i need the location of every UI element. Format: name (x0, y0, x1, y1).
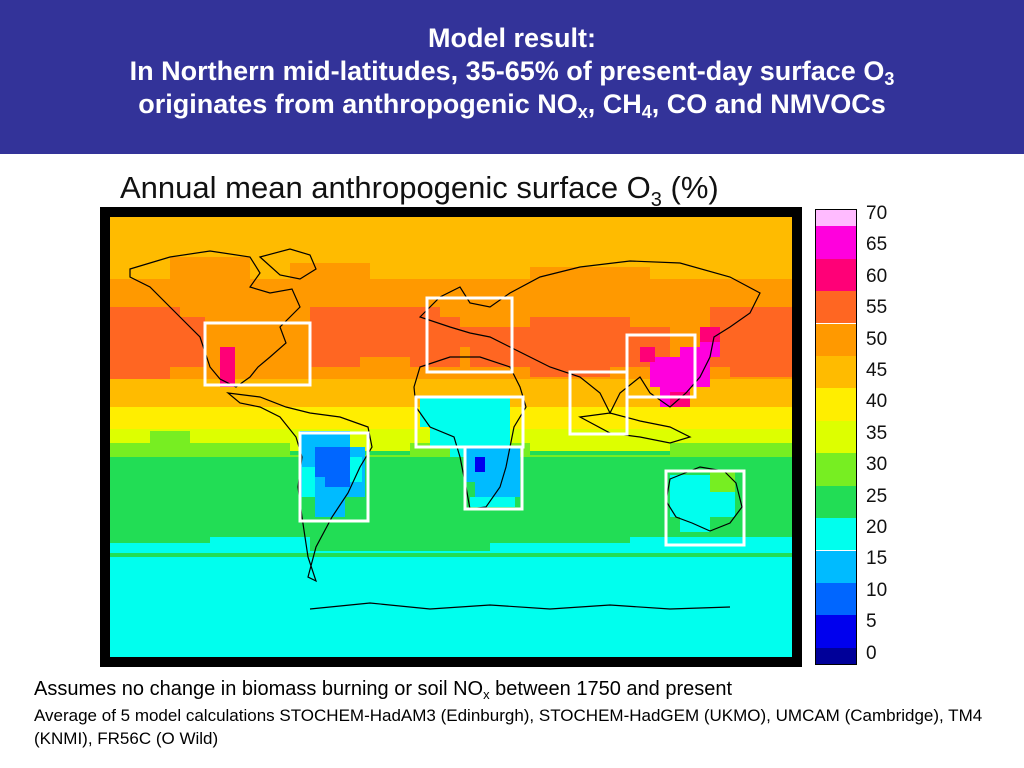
ne-pacific-red (110, 307, 205, 379)
scale-swatch (816, 420, 856, 454)
scale-swatch (816, 615, 856, 648)
scale-swatch (816, 550, 856, 583)
header-line-1: Model result: (427, 23, 596, 53)
w-pacific-red (710, 307, 792, 377)
scale-label: 50 (866, 328, 888, 350)
africa-cyan (420, 397, 510, 457)
scale-swatch (816, 258, 856, 292)
africa-core (475, 457, 485, 472)
east-asia-magenta (650, 337, 720, 407)
s-america-core (315, 447, 350, 487)
eurasia-red (440, 317, 670, 377)
scale-swatch (816, 647, 856, 664)
australia-green (710, 472, 735, 492)
scale-label: 60 (866, 265, 888, 287)
scale-swatch (816, 291, 856, 324)
ozone-map (110, 217, 792, 657)
slide-footer: Assumes no change in biomass burning or … (34, 678, 994, 751)
header-line-2: In Northern mid-latitudes, 35-65% of pre… (129, 55, 895, 89)
region-box-east-asia (625, 333, 697, 399)
band-south-mid (110, 549, 792, 657)
scale-label: 20 (866, 517, 888, 538)
header-line-3: originates from anthropogenic NOx, CH4, … (138, 88, 886, 122)
color-scale-bar (815, 209, 857, 665)
scale-label: 55 (866, 297, 888, 319)
footer-line-2: Average of 5 model calculations STOCHEM-… (34, 706, 983, 748)
scale-swatch (816, 453, 856, 486)
scale-label: 40 (866, 391, 888, 413)
scale-label: 15 (866, 548, 888, 570)
scale-swatch (816, 388, 856, 421)
scale-label: 10 (866, 579, 888, 601)
region-box-south-america (298, 431, 370, 523)
scale-swatch (816, 210, 856, 227)
scale-label: 65 (866, 234, 888, 256)
scale-swatch (816, 226, 856, 259)
east-asia-crimson (640, 327, 720, 407)
scale-label: 35 (866, 422, 888, 444)
africa-south-cyan (470, 497, 515, 507)
n-america-crimson (220, 347, 235, 387)
slide-header: Model result: In Northern mid-latitudes,… (0, 0, 1024, 154)
region-box-australia (664, 469, 746, 547)
scale-swatch (816, 485, 856, 519)
region-box-southern-africa (463, 445, 524, 511)
band-edge-3 (110, 537, 792, 553)
scale-label: 30 (866, 454, 888, 476)
scale-label: 70 (866, 203, 888, 224)
region-box-north-america (203, 321, 312, 387)
coastlines (129, 248, 761, 610)
scale-label: 0 (866, 642, 877, 664)
map-frame (100, 207, 802, 667)
s-america-edge (302, 457, 362, 497)
scale-label: 45 (866, 360, 888, 381)
arctic-orange (170, 257, 650, 279)
scale-label: 5 (866, 611, 877, 633)
footer-line-1: Assumes no change in biomass burning or … (34, 678, 733, 702)
scale-swatch (816, 355, 856, 389)
scale-label: 25 (866, 485, 888, 507)
n-atlantic-red (310, 307, 460, 367)
scale-swatch (816, 582, 856, 616)
region-box-europe (425, 296, 514, 374)
scale-swatch (816, 518, 856, 551)
map-title: Annual mean anthropogenic surface O3 (%) (120, 170, 719, 211)
band-north-high (110, 279, 792, 307)
scale-swatch (816, 323, 856, 356)
region-box-india (568, 370, 629, 436)
region-boxes (203, 296, 746, 547)
